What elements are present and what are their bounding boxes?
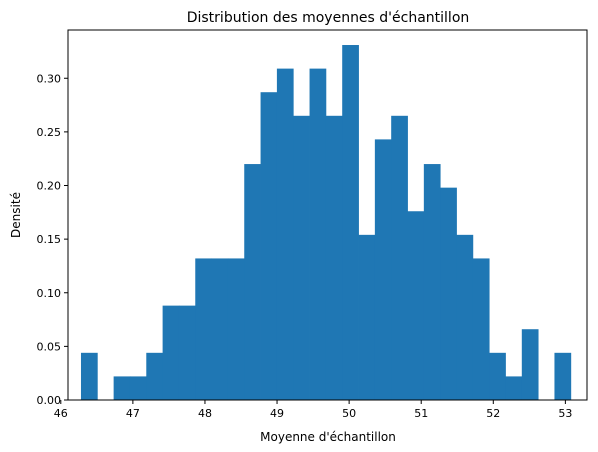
y-tick-label: 0.15: [37, 233, 62, 246]
y-tick-label: 0.20: [37, 180, 62, 193]
histogram-bar: [489, 352, 506, 400]
plot-frame: [67, 29, 588, 401]
y-tick-label: 0.25: [37, 126, 62, 139]
histogram-bar: [211, 258, 229, 400]
y-tick-label: 0.05: [37, 340, 62, 353]
x-tick-label: 46: [54, 407, 68, 420]
x-tick-label: 51: [414, 407, 428, 420]
histogram-bar: [456, 234, 474, 400]
histogram-bar: [423, 164, 441, 400]
histogram-bar: [325, 115, 343, 400]
histogram-bar: [374, 139, 392, 401]
histogram-bar: [521, 329, 539, 400]
y-tick-label: 0.00: [37, 394, 62, 407]
histogram-bar: [472, 258, 490, 400]
x-tick-label: 50: [342, 407, 356, 420]
histogram-bar: [505, 376, 523, 400]
histogram-bar: [244, 164, 261, 400]
x-tick-label: 47: [126, 407, 140, 420]
histogram-bar: [342, 45, 359, 400]
x-tick-label: 48: [198, 407, 212, 420]
y-tick-label: 0.10: [37, 287, 62, 300]
y-axis-label: Densité: [9, 192, 23, 238]
histogram-bar: [162, 305, 180, 400]
y-axis-ticks: 0.00 0.05 0.10 0.15 0.20 0.25 0.30: [37, 72, 68, 407]
x-axis-label: Moyenne d'échantillon: [260, 430, 396, 444]
histogram-bar: [260, 92, 278, 401]
histogram-bar: [358, 234, 376, 400]
histogram-bar: [293, 115, 310, 400]
x-tick-label: 49: [270, 407, 284, 420]
histogram-bar: [407, 211, 425, 400]
x-tick-label: 53: [558, 407, 572, 420]
histogram-bar: [554, 352, 572, 400]
histogram-bar: [309, 68, 327, 400]
histogram-bar: [440, 187, 457, 400]
histogram-bar: [276, 68, 294, 400]
chart-title: Distribution des moyennes d'échantillon: [187, 10, 470, 26]
histogram-bar: [227, 258, 245, 400]
histogram-bar: [391, 115, 408, 400]
x-tick-label: 52: [486, 407, 500, 420]
x-axis-ticks: 46 47 48 49 50 51 52 53: [54, 400, 572, 420]
histogram-bar: [178, 305, 196, 400]
histogram-bar: [146, 352, 164, 400]
bars-group: [80, 45, 572, 401]
histogram-bar: [113, 376, 131, 400]
histogram-bar: [129, 376, 147, 400]
histogram-bar: [80, 352, 98, 400]
histogram-bar: [195, 258, 212, 400]
y-tick-label: 0.30: [37, 72, 62, 85]
